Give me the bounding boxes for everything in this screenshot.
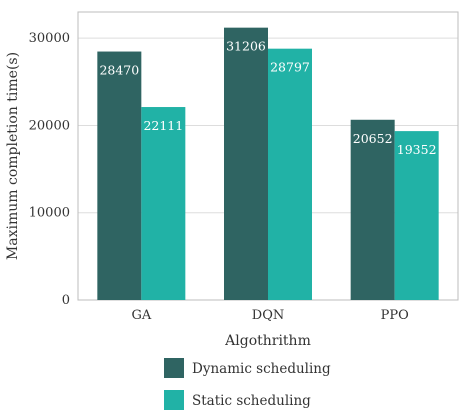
bar xyxy=(268,48,312,301)
legend-label: Dynamic scheduling xyxy=(192,361,331,377)
data-label: 19352 xyxy=(397,142,437,157)
y-axis-label: Maximum completion time(s) xyxy=(5,52,21,260)
bar xyxy=(97,51,142,300)
x-tick-label: GA xyxy=(131,308,151,323)
bar xyxy=(394,131,439,300)
data-label: 28470 xyxy=(99,63,139,78)
x-tick-label: DQN xyxy=(252,308,284,323)
x-tick-label: PPO xyxy=(381,308,409,323)
data-label: 31206 xyxy=(226,39,266,54)
legend-swatch xyxy=(164,390,184,410)
data-label: 22111 xyxy=(143,118,183,133)
x-axis-label: Algothrithm xyxy=(224,333,311,349)
bar xyxy=(224,27,268,300)
legend: Dynamic scheduling Static scheduling xyxy=(164,358,331,410)
y-tick-label: 0 xyxy=(62,293,70,308)
data-label: 28797 xyxy=(270,60,310,75)
legend-swatch xyxy=(164,358,184,378)
y-tick-label: 30000 xyxy=(29,31,70,46)
data-label: 20652 xyxy=(353,131,393,146)
bar xyxy=(350,119,395,300)
legend-label: Static scheduling xyxy=(192,393,311,409)
x-tick-labels: GA DQN PPO xyxy=(131,308,408,323)
bars: 28470 22111 31206 28797 20652 19352 xyxy=(97,27,439,301)
y-tick-label: 10000 xyxy=(29,206,70,221)
bar xyxy=(141,107,186,300)
y-tick-label: 20000 xyxy=(29,118,70,133)
y-tick-labels: 0 10000 20000 30000 xyxy=(29,31,70,308)
